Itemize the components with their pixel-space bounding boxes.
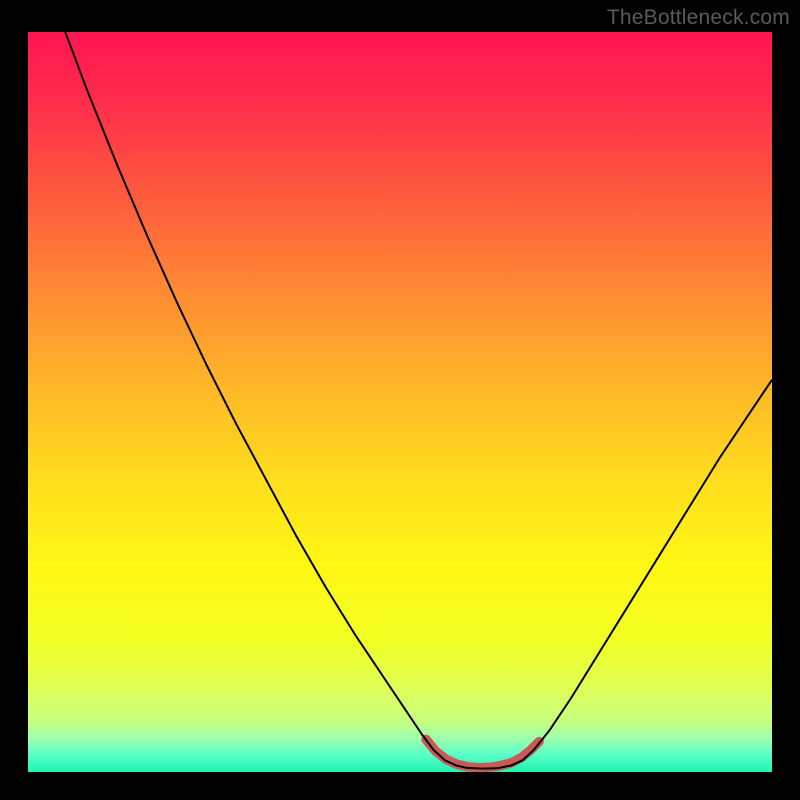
highlight-segment — [426, 739, 539, 767]
curve-layer — [28, 32, 772, 772]
watermark-text: TheBottleneck.com — [607, 6, 790, 30]
chart-container: TheBottleneck.com — [0, 0, 800, 800]
plot-area — [28, 32, 772, 772]
bottleneck-curve — [65, 32, 772, 769]
